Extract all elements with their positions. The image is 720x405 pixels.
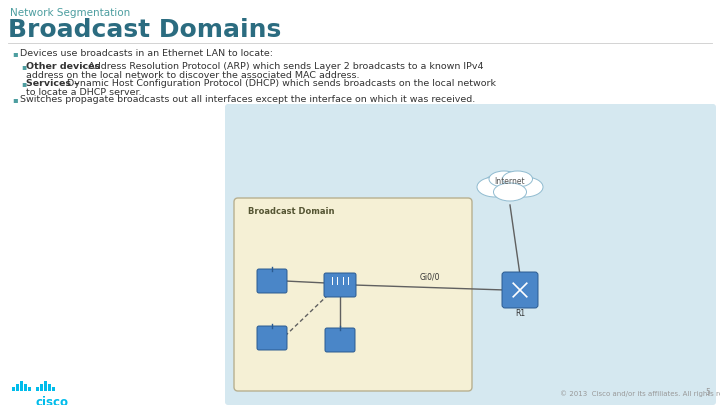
- FancyBboxPatch shape: [257, 269, 287, 293]
- FancyBboxPatch shape: [324, 273, 356, 297]
- Text: Network Segmentation: Network Segmentation: [10, 8, 130, 18]
- Bar: [52, 387, 55, 391]
- Text: 5: 5: [705, 388, 710, 397]
- Ellipse shape: [477, 177, 513, 197]
- FancyBboxPatch shape: [234, 198, 472, 391]
- Bar: [36, 387, 38, 391]
- Text: ▪: ▪: [21, 62, 26, 71]
- Bar: [12, 387, 14, 391]
- Bar: [20, 381, 22, 391]
- Ellipse shape: [507, 177, 543, 197]
- Text: Broadcast Domain: Broadcast Domain: [248, 207, 335, 216]
- Bar: [28, 387, 30, 391]
- Bar: [24, 384, 27, 391]
- Text: Dynamic Host Configuration Protocol (DHCP) which sends broadcasts on the local n: Dynamic Host Configuration Protocol (DHC…: [64, 79, 496, 88]
- Ellipse shape: [493, 183, 526, 201]
- Text: Broadcast Domains: Broadcast Domains: [8, 18, 282, 42]
- Bar: [44, 381, 47, 391]
- Text: Devices use broadcasts in an Ethernet LAN to locate:: Devices use broadcasts in an Ethernet LA…: [20, 49, 273, 58]
- Text: cisco: cisco: [36, 396, 69, 405]
- Bar: [16, 384, 19, 391]
- Text: © 2013  Cisco and/or its affiliates. All rights reserved.: © 2013 Cisco and/or its affiliates. All …: [560, 390, 720, 397]
- Text: to locate a DHCP server.: to locate a DHCP server.: [26, 88, 142, 97]
- FancyBboxPatch shape: [257, 326, 287, 350]
- Ellipse shape: [483, 172, 537, 198]
- Text: Gi0/0: Gi0/0: [420, 272, 440, 281]
- FancyBboxPatch shape: [225, 104, 716, 405]
- Text: ▪: ▪: [21, 79, 26, 88]
- Bar: [48, 384, 50, 391]
- Text: ▪: ▪: [12, 95, 17, 104]
- Text: ▪: ▪: [12, 49, 17, 58]
- Text: Services –: Services –: [26, 79, 79, 88]
- Text: Internet: Internet: [495, 177, 526, 185]
- Text: Other devices: Other devices: [26, 62, 100, 71]
- Ellipse shape: [489, 171, 519, 187]
- Text: Switches propagate broadcasts out all interfaces except the interface on which i: Switches propagate broadcasts out all in…: [20, 95, 475, 104]
- FancyBboxPatch shape: [325, 328, 355, 352]
- Text: - Address Resolution Protocol (ARP) which sends Layer 2 broadcasts to a known IP: - Address Resolution Protocol (ARP) whic…: [79, 62, 484, 71]
- FancyBboxPatch shape: [502, 272, 538, 308]
- Bar: [40, 384, 42, 391]
- Ellipse shape: [503, 171, 533, 187]
- Text: R1: R1: [515, 309, 525, 318]
- Text: address on the local network to discover the associated MAC address.: address on the local network to discover…: [26, 71, 359, 80]
